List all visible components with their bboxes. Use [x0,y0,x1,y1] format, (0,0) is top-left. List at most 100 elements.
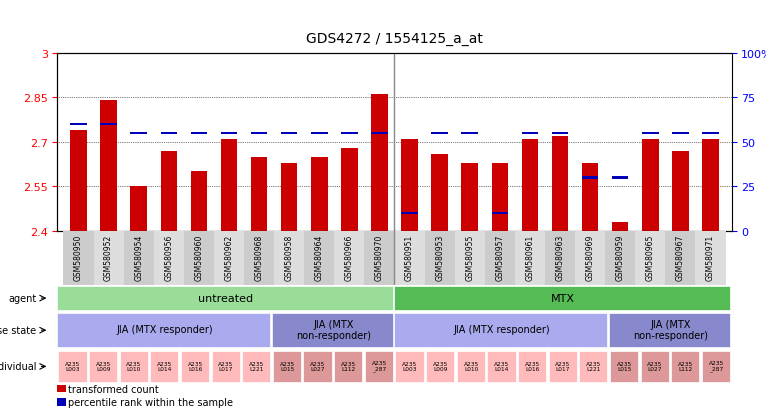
Bar [671,351,699,382]
Text: A235
L221: A235 L221 [586,361,601,371]
Bar [242,351,270,382]
Bar [394,314,607,347]
Bar [424,231,455,285]
Bar [552,133,568,135]
Bar [303,351,332,382]
Bar [672,151,689,231]
Text: transformed count: transformed count [68,384,159,394]
Text: A235
L015: A235 L015 [280,361,295,371]
Text: A235
L003: A235 L003 [65,361,80,371]
Bar [610,351,638,382]
Bar [401,212,417,215]
Text: A235
_287: A235 _287 [709,360,724,371]
Bar [702,133,719,135]
Bar [221,133,237,135]
Text: A235
L221: A235 L221 [249,361,264,371]
Text: percentile rank within the sample: percentile rank within the sample [68,397,233,407]
Bar [492,163,508,231]
Bar [281,163,297,231]
Bar [635,231,666,285]
Bar [492,212,508,215]
Bar [311,157,328,231]
Bar [311,133,328,135]
Text: GSM580961: GSM580961 [525,234,535,280]
Bar [57,385,66,392]
Text: A235
L009: A235 L009 [96,361,111,371]
Text: A235
L016: A235 L016 [188,361,203,371]
Bar [702,351,730,382]
Text: A235
L003: A235 L003 [402,361,417,371]
Bar [431,133,448,135]
Bar [150,351,178,382]
Text: GSM580955: GSM580955 [465,234,474,280]
Bar [154,231,184,285]
Bar [57,398,66,406]
Bar [394,231,424,285]
Bar [579,351,607,382]
Bar [582,163,598,231]
Bar [518,351,546,382]
Bar [461,133,478,135]
Text: GSM580970: GSM580970 [375,234,384,280]
Bar [640,351,669,382]
Text: JIA (MTX responder): JIA (MTX responder) [116,325,213,335]
Bar [100,123,117,126]
Bar [394,286,730,311]
Text: individual: individual [0,361,37,372]
Bar [100,101,117,231]
Text: JIA (MTX
non-responder): JIA (MTX non-responder) [296,319,371,340]
Bar [426,351,454,382]
Bar [515,231,545,285]
Text: GSM580956: GSM580956 [164,234,173,280]
Bar [401,140,417,231]
Bar [365,231,394,285]
Bar [612,177,628,179]
Bar [123,231,154,285]
Text: GSM580953: GSM580953 [435,234,444,280]
Bar [281,133,297,135]
Bar [455,231,485,285]
Text: GSM580954: GSM580954 [134,234,143,280]
Text: A235
L014: A235 L014 [494,361,509,371]
Text: A235
L015: A235 L015 [617,361,632,371]
Bar [184,231,214,285]
Text: GSM580968: GSM580968 [254,234,264,280]
Bar [250,133,267,135]
Bar [334,231,365,285]
Text: disease state: disease state [0,325,37,335]
Text: GSM580966: GSM580966 [345,234,354,280]
Text: GSM580963: GSM580963 [555,234,565,280]
Text: GSM580958: GSM580958 [285,234,293,280]
Bar [211,351,240,382]
Text: GSM580969: GSM580969 [585,234,594,280]
Bar [372,133,388,135]
Bar [487,351,516,382]
Bar [575,231,605,285]
Bar [93,231,123,285]
Bar [250,157,267,231]
Text: GSM580960: GSM580960 [195,234,204,280]
Bar [89,351,117,382]
Bar [273,351,301,382]
Bar [582,177,598,179]
Text: GDS4272 / 1554125_a_at: GDS4272 / 1554125_a_at [306,31,483,45]
Bar [605,231,635,285]
Text: GSM580951: GSM580951 [405,234,414,280]
Bar [221,140,237,231]
Bar [191,133,207,135]
Bar [70,123,87,126]
Text: GSM580967: GSM580967 [676,234,685,280]
Bar [672,133,689,135]
Bar [666,231,696,285]
Text: GSM580971: GSM580971 [706,234,715,280]
Text: A235
L017: A235 L017 [555,361,571,371]
Bar [274,231,304,285]
Text: A235
L014: A235 L014 [157,361,172,371]
Bar [130,187,147,231]
Bar [341,148,358,231]
Text: A235
L010: A235 L010 [463,361,479,371]
Text: JIA (MTX
non-responder): JIA (MTX non-responder) [633,319,708,340]
Bar [181,351,209,382]
Bar [191,172,207,231]
Bar [431,154,448,231]
